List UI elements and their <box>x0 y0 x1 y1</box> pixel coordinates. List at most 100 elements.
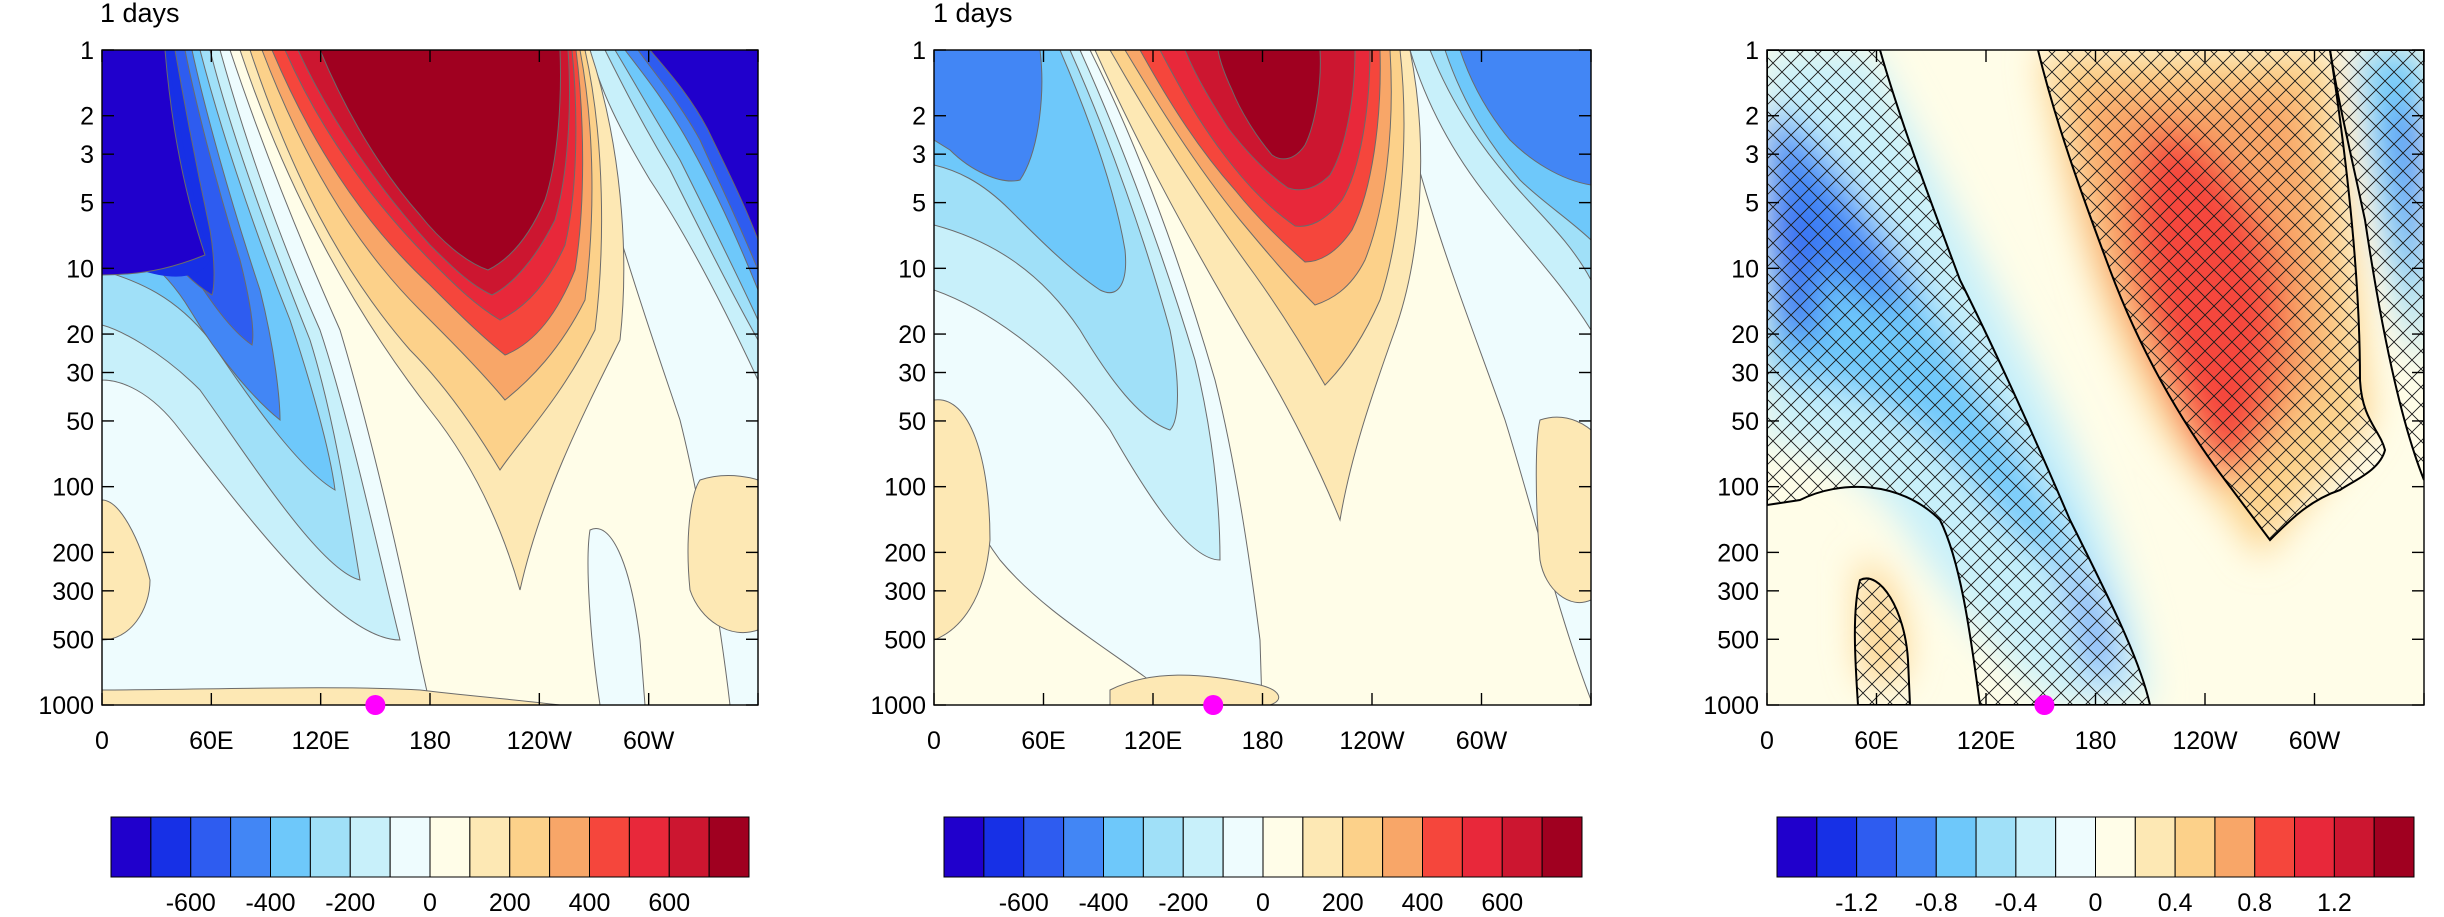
x-tick-label: 180 <box>409 727 451 755</box>
x-tick-label: 60E <box>1021 727 1065 755</box>
panel-3-location-marker <box>2034 695 2055 715</box>
panel-2-colorbar: -600 -400 -200 0 200 400 600 <box>943 816 1583 917</box>
panel-2-yaxis: 1 2 3 5 10 20 30 50 100 200 300 500 1000 <box>870 37 1591 720</box>
y-tick-label: 2 <box>1745 103 1759 131</box>
panel-3-yaxis: 1 2 3 5 10 20 30 50 100 200 300 500 1000 <box>1703 37 2424 720</box>
panel-2-level-pos1-east <box>1535 416 1591 604</box>
panel-1-xaxis: 0 60E 120E 180 120W 60W <box>95 50 759 755</box>
panel-1-level-pos1-west <box>102 499 151 641</box>
colorbar-swatch <box>1776 816 1818 878</box>
y-tick-label: 500 <box>52 626 94 654</box>
colorbar-swatch <box>1023 816 1065 878</box>
panel-1-level-neg8-east <box>649 50 758 241</box>
colorbar-swatch <box>2134 816 2176 878</box>
colorbar-swatch <box>349 816 391 878</box>
colorbar-swatch <box>1895 816 1937 878</box>
colorbar-swatch <box>1142 816 1184 878</box>
colorbar-label: -0.4 <box>1994 889 2037 917</box>
colorbar-label: 600 <box>1481 889 1523 917</box>
colorbar-label: 400 <box>569 889 611 917</box>
y-tick-label: 10 <box>1731 255 1759 283</box>
x-tick-label: 180 <box>1242 727 1284 755</box>
y-tick-label: 1000 <box>1703 692 1759 720</box>
colorbar-swatch <box>668 816 710 878</box>
panel-1-location-marker <box>365 695 386 715</box>
colorbar-label: -1.2 <box>1835 889 1878 917</box>
colorbar-swatch <box>943 816 985 878</box>
y-tick-label: 2 <box>912 103 926 131</box>
y-tick-label: 1 <box>1745 37 1759 65</box>
colorbar-label: -600 <box>999 889 1049 917</box>
y-tick-label: 50 <box>898 408 926 436</box>
x-tick-label: 60E <box>189 727 233 755</box>
y-tick-label: 300 <box>884 578 926 606</box>
panel-2-level-pos7 <box>1217 50 1321 160</box>
panel-1-colorbar: -600 -400 -200 0 200 400 600 <box>110 816 750 917</box>
colorbar-label: -400 <box>245 889 295 917</box>
colorbar-swatch <box>2174 816 2216 878</box>
colorbar-label: 0 <box>2089 889 2103 917</box>
colorbar-swatch <box>983 816 1025 878</box>
panel-1-level-neg1-pocket <box>587 528 646 705</box>
y-tick-label: 30 <box>898 360 926 388</box>
colorbar-swatch <box>389 816 431 878</box>
colorbar-swatch <box>1541 816 1583 878</box>
x-tick-label: 0 <box>1760 727 1774 755</box>
colorbar-swatch <box>1302 816 1344 878</box>
colorbar-label: 200 <box>1322 889 1364 917</box>
y-tick-label: 1000 <box>38 692 94 720</box>
colorbar-swatch <box>2095 816 2136 878</box>
y-tick-label: 200 <box>1717 539 1759 567</box>
panel-3-contour-field <box>1767 50 2424 705</box>
x-tick-label: 0 <box>95 727 109 755</box>
y-tick-label: 5 <box>80 190 94 218</box>
colorbar-label: 600 <box>648 889 690 917</box>
colorbar-swatch <box>2015 816 2057 878</box>
y-tick-label: 2 <box>80 103 94 131</box>
panel-3-significance-hatch-negative <box>1767 50 2152 705</box>
x-tick-label: 120E <box>291 727 349 755</box>
colorbar-label: 200 <box>489 889 531 917</box>
panel-3-xaxis: 0 60E 120E 180 120W 60W <box>1760 50 2425 755</box>
colorbar-swatch <box>2333 816 2375 878</box>
y-tick-label: 200 <box>52 539 94 567</box>
y-tick-label: 100 <box>1717 474 1759 502</box>
colorbar-swatch <box>2214 816 2256 878</box>
panel-2-level-pos1-surface <box>1109 674 1280 705</box>
colorbar-label: 1.2 <box>2317 889 2352 917</box>
colorbar-swatch <box>1935 816 1977 878</box>
y-tick-label: 5 <box>912 190 926 218</box>
colorbar-swatch <box>1461 816 1503 878</box>
y-tick-label: 10 <box>66 255 94 283</box>
colorbar-swatch <box>2055 816 2096 878</box>
colorbar-swatch <box>2373 816 2415 878</box>
colorbar-swatch <box>1182 816 1224 878</box>
colorbar-swatch <box>1342 816 1384 878</box>
colorbar-swatch <box>708 816 750 878</box>
colorbar-swatch <box>230 816 271 878</box>
colorbar-label: 0.4 <box>2158 889 2193 917</box>
panel-1-title: 1 days <box>100 0 180 28</box>
panel-3: 1 2 3 5 10 20 30 50 100 200 300 500 1000 0 60E 120E 180… <box>1703 37 2425 755</box>
y-tick-label: 200 <box>884 539 926 567</box>
panel-2-level-neg5-east <box>1459 50 1591 186</box>
panel-1-contour-field <box>102 50 758 705</box>
panel-1-level-pos1-surface <box>102 687 561 705</box>
y-tick-label: 100 <box>52 474 94 502</box>
x-tick-label: 120E <box>1957 727 2015 755</box>
panel-2-title: 1 days <box>933 0 1013 28</box>
colorbar-swatch <box>1382 816 1423 878</box>
x-tick-label: 120W <box>2172 727 2238 755</box>
colorbar-label: -600 <box>166 889 216 917</box>
panel-1: 1 days <box>38 0 759 755</box>
colorbar-label: -0.8 <box>1915 889 1958 917</box>
y-tick-label: 30 <box>1731 360 1759 388</box>
y-tick-label: 300 <box>52 578 94 606</box>
y-tick-label: 3 <box>80 141 94 169</box>
x-tick-label: 60E <box>1854 727 1898 755</box>
panel-3-significance-hatch-east <box>2328 50 2424 481</box>
colorbar-swatch <box>549 816 590 878</box>
colorbar-swatch <box>509 816 551 878</box>
y-tick-label: 5 <box>1745 190 1759 218</box>
